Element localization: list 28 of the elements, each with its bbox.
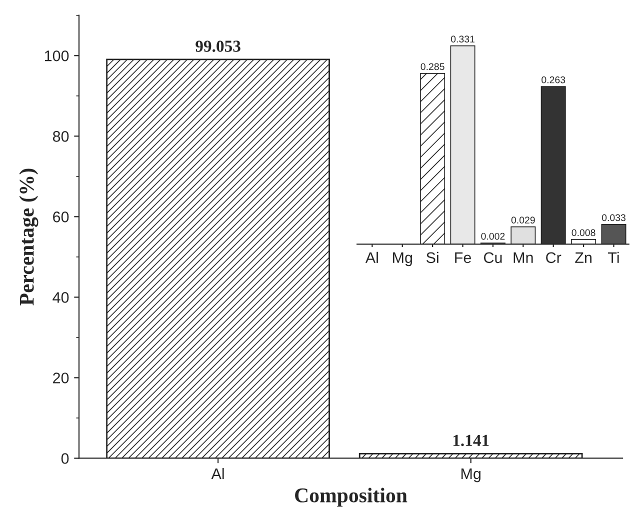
y-tick-label: 80 [52, 131, 69, 142]
y-tick-label: 0 [61, 453, 69, 464]
x-tick-label: Mn [514, 252, 533, 263]
x-tick-label: Mg [461, 468, 480, 482]
x-tick-label: Mg [393, 252, 412, 266]
x-tick-label: Cr [546, 252, 562, 264]
data-label: 0.285 [420, 63, 444, 70]
y-tick-label: 20 [53, 372, 69, 384]
data-label: 0.033 [602, 214, 626, 222]
y-tick-label: 60 [53, 212, 69, 222]
x-axis-title: Composition [295, 488, 408, 507]
data-label: 0.008 [572, 229, 596, 236]
x-tick-label: Zn [575, 252, 592, 263]
y-tick-label: 40 [52, 292, 69, 303]
x-tick-label: Si [426, 252, 438, 264]
data-label: 1.141 [453, 434, 489, 446]
x-tick-label: Cu [484, 252, 502, 264]
x-tick-label: Al [211, 468, 224, 480]
data-label: 0.263 [542, 76, 566, 84]
data-label: 0.331 [450, 36, 474, 43]
x-tick-label: Fe [455, 252, 471, 264]
x-tick-label: Al [365, 252, 378, 263]
x-tick-label: Ti [608, 252, 619, 263]
data-label: 0.002 [481, 232, 505, 240]
data-label: 0.029 [511, 216, 535, 224]
data-label: 99.053 [196, 40, 240, 52]
y-axis-title: Percentage (%) [19, 168, 38, 306]
y-tick-label: 100 [44, 50, 69, 62]
